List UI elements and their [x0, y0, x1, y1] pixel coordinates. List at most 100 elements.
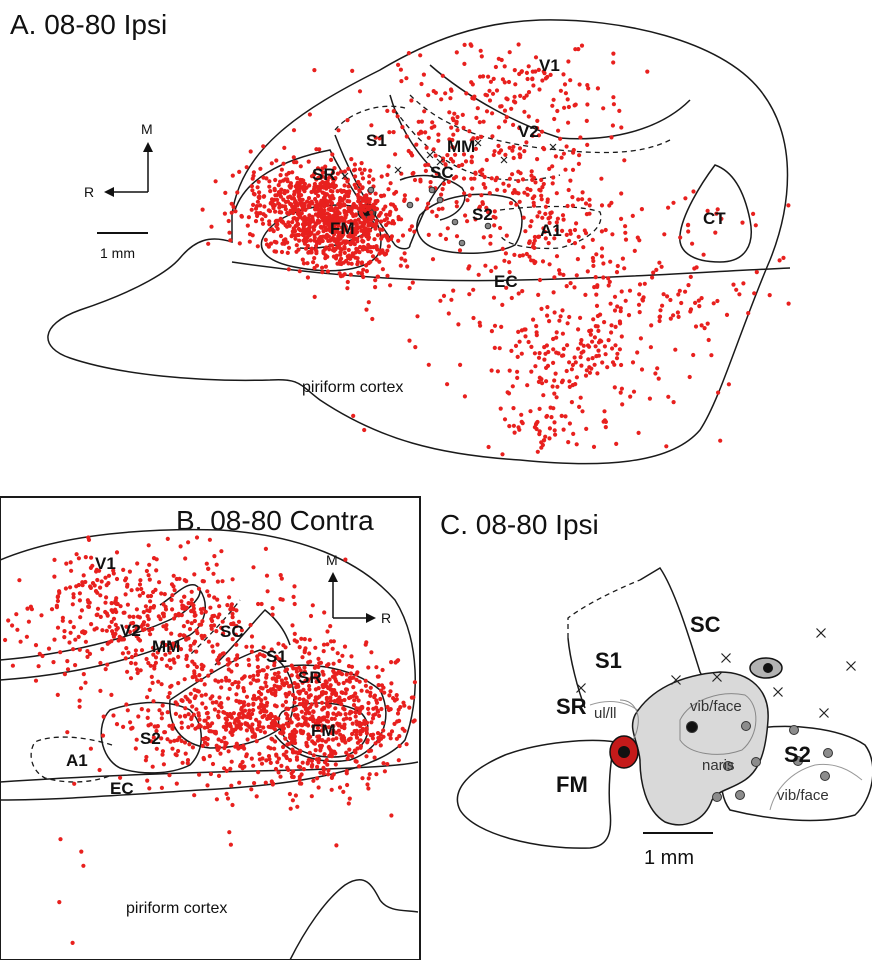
labeled-cell	[235, 190, 240, 195]
labeled-cell	[330, 177, 336, 182]
labeled-cell	[371, 706, 376, 711]
labeled-cell	[247, 663, 252, 668]
labeled-cell	[171, 584, 176, 589]
labeled-cell	[584, 426, 589, 431]
labeled-cell	[204, 711, 209, 716]
labeled-cell	[539, 177, 544, 183]
labeled-cell	[167, 691, 172, 696]
labeled-cell	[146, 617, 151, 622]
labeled-cell	[487, 191, 492, 196]
labeled-cell	[300, 760, 305, 765]
labeled-cell	[331, 221, 336, 227]
labeled-cell	[561, 72, 566, 77]
labeled-cell	[353, 710, 358, 715]
labeled-cell	[170, 593, 175, 598]
labeled-cell	[178, 544, 183, 549]
labeled-cell	[366, 711, 371, 716]
labeled-cell	[315, 776, 320, 781]
labeled-cell	[149, 739, 154, 744]
labeled-cell	[230, 682, 235, 687]
labeled-cell	[214, 797, 219, 802]
labeled-cell	[603, 425, 608, 430]
labeled-cell	[389, 813, 394, 818]
labeled-cell	[345, 199, 350, 204]
labeled-cell	[354, 695, 359, 700]
labeled-cell	[366, 236, 371, 242]
labeled-cell	[248, 149, 253, 154]
labeled-cell	[402, 197, 407, 202]
labeled-cell	[565, 343, 570, 348]
labeled-cell	[228, 842, 233, 847]
labeled-cell	[555, 216, 561, 221]
labeled-cell	[321, 768, 326, 773]
labeled-cell	[243, 708, 248, 713]
labeled-cell	[558, 88, 564, 93]
labeled-cell	[256, 770, 261, 775]
labeled-cell	[312, 256, 317, 261]
labeled-cell	[394, 736, 399, 741]
labeled-cell	[511, 144, 516, 149]
labeled-cell	[260, 221, 266, 226]
labeled-cell	[144, 754, 149, 760]
labeled-cell	[139, 586, 144, 592]
labeled-cell	[171, 616, 177, 621]
labeled-cell	[258, 203, 263, 208]
labeled-cell	[715, 207, 720, 212]
labeled-cell	[331, 181, 336, 186]
panel-c-s2-vib-border	[769, 763, 863, 811]
labeled-cell	[575, 257, 581, 262]
labeled-cell	[392, 204, 397, 209]
labeled-cell	[292, 631, 297, 637]
labeled-cell	[502, 80, 507, 85]
labeled-cell	[353, 232, 358, 237]
labeled-cell	[192, 793, 197, 798]
labeled-cell	[123, 592, 128, 597]
labeled-cell	[194, 628, 199, 633]
labeled-cell	[471, 315, 476, 321]
labeled-cell	[609, 135, 614, 140]
labeled-cell	[394, 693, 399, 698]
labeled-cell	[317, 188, 322, 193]
labeled-cell	[299, 201, 304, 206]
labeled-cell	[212, 595, 217, 600]
panel-b-label-piriform: piriform cortex	[126, 900, 227, 917]
labeled-cell	[407, 705, 412, 710]
labeled-cell	[315, 231, 320, 236]
labeled-cell	[313, 687, 318, 692]
labeled-cell	[206, 715, 211, 720]
labeled-cell	[554, 191, 559, 196]
labeled-cell	[560, 308, 565, 313]
labeled-cell	[559, 380, 565, 385]
labeled-cell	[370, 736, 375, 741]
labeled-cell	[398, 263, 403, 268]
labeled-cell	[322, 191, 327, 196]
labeled-cell	[353, 213, 358, 218]
labeled-cell	[239, 699, 244, 705]
labeled-cell	[98, 585, 103, 590]
labeled-cell	[326, 238, 331, 243]
labeled-cell	[180, 760, 185, 765]
labeled-cell	[653, 371, 658, 376]
panel-a-label-mm: MM	[447, 137, 475, 156]
labeled-cell	[230, 173, 235, 178]
labeled-cell	[278, 194, 283, 199]
labeled-cell	[289, 184, 294, 189]
labeled-cell	[395, 711, 401, 716]
labeled-cell	[197, 772, 202, 777]
panel-b-lateral-line	[0, 761, 419, 783]
labeled-cell	[226, 218, 231, 224]
labeled-cell	[305, 707, 310, 712]
labeled-cell	[98, 614, 103, 620]
labeled-cell	[396, 214, 401, 220]
labeled-cell	[368, 228, 373, 233]
labeled-cell	[361, 220, 366, 225]
labeled-cell	[566, 187, 571, 193]
labeled-cell	[335, 189, 340, 194]
labeled-cell	[161, 762, 166, 767]
labeled-cell	[248, 622, 253, 628]
labeled-cell	[562, 105, 567, 110]
labeled-cell	[334, 253, 339, 258]
labeled-cell	[368, 690, 373, 695]
labeled-cell	[290, 170, 295, 175]
labeled-cell	[100, 733, 106, 738]
